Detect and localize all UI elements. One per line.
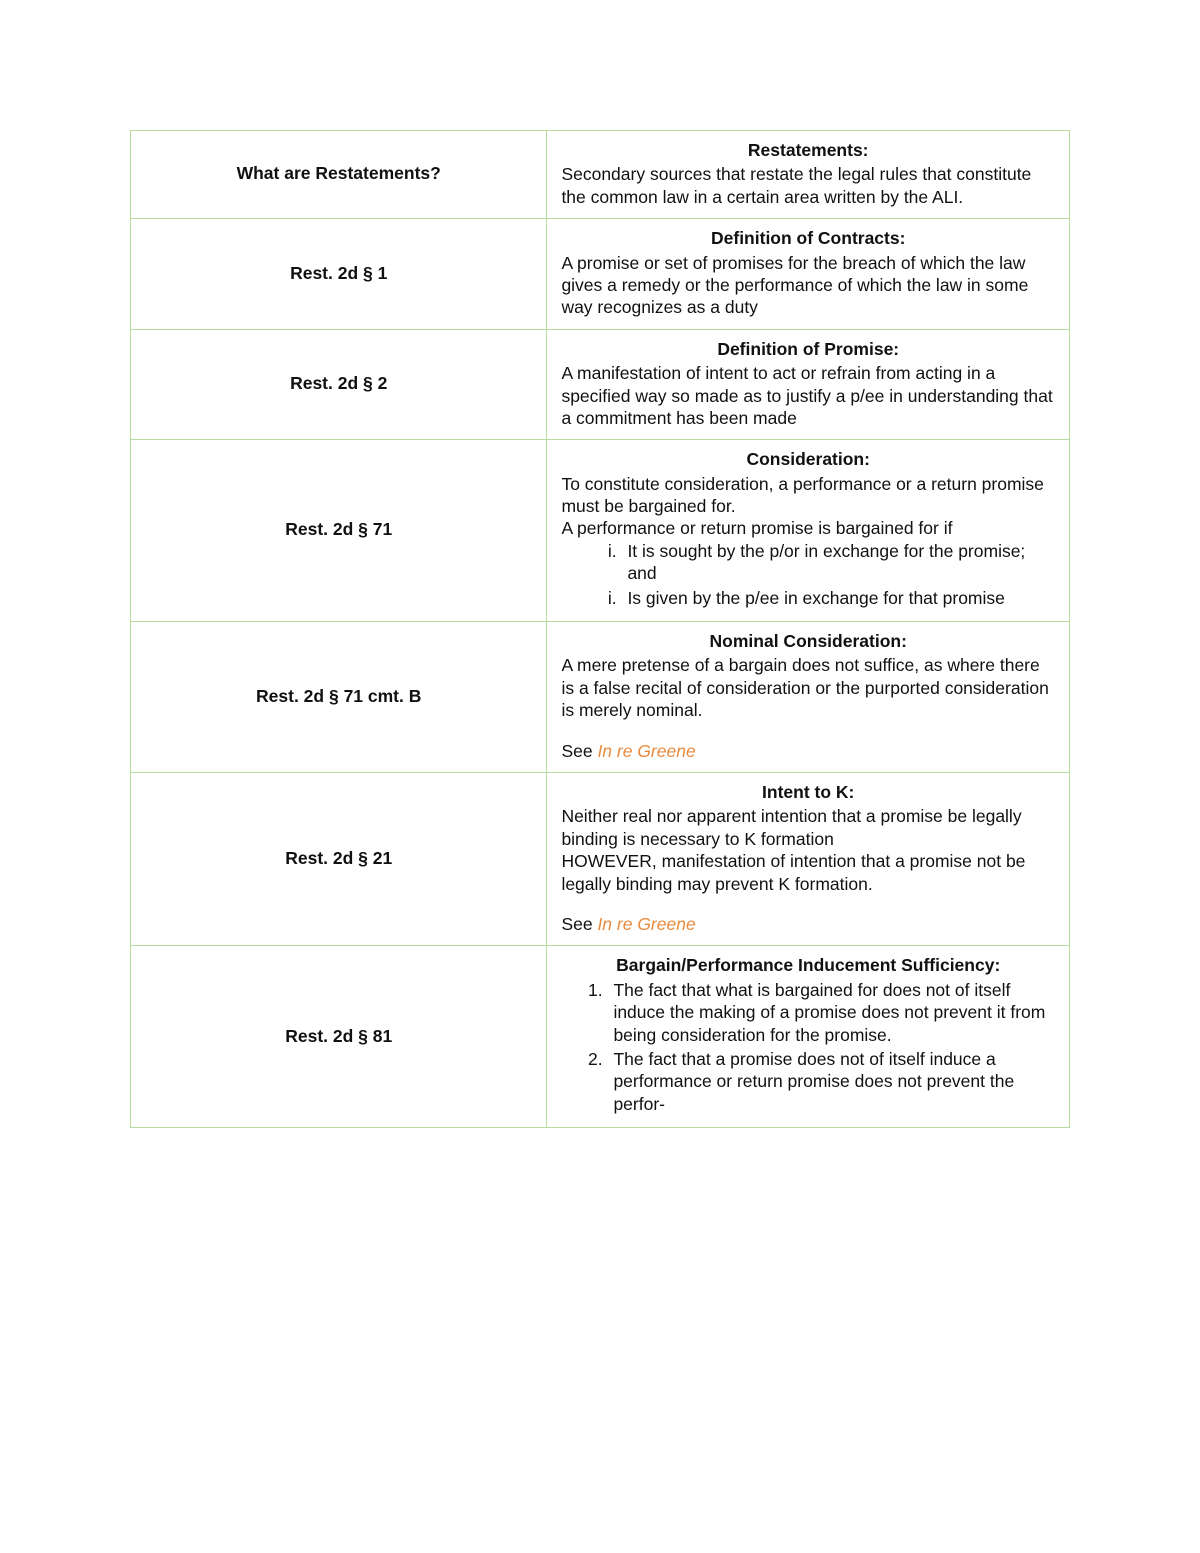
case-link[interactable]: In re Greene [597, 914, 695, 934]
see-reference: See In re Greene [561, 740, 1055, 762]
term-cell: Rest. 2d § 21 [131, 772, 547, 945]
term-cell: Rest. 2d § 81 [131, 946, 547, 1128]
definition-body: A mere pretense of a bargain does not su… [561, 654, 1055, 721]
list-item: Is given by the p/ee in exchange for tha… [621, 587, 1055, 609]
definition-title: Definition of Promise: [561, 338, 1055, 360]
see-prefix: See [561, 741, 597, 761]
definition-cell: Intent to K: Neither real nor apparent i… [547, 772, 1070, 945]
case-link[interactable]: In re Greene [597, 741, 695, 761]
definition-title: Intent to K: [561, 781, 1055, 803]
definition-title: Nominal Consideration: [561, 630, 1055, 652]
table-row: What are Restatements? Restatements: Sec… [131, 131, 1070, 219]
term-cell: Rest. 2d § 71 [131, 440, 547, 622]
term-text: Rest. 2d § 81 [285, 1026, 392, 1046]
definition-cell: Definition of Contracts: A promise or se… [547, 219, 1070, 330]
definition-body-2: A performance or return promise is barga… [561, 517, 1055, 539]
term-text: Rest. 2d § 2 [290, 373, 387, 393]
list-item: The fact that what is bargained for does… [607, 979, 1055, 1046]
term-cell: Rest. 2d § 1 [131, 219, 547, 330]
definition-cell: Bargain/Performance Inducement Suffi­cie… [547, 946, 1070, 1128]
definition-title: Restatements: [561, 139, 1055, 161]
definition-cell: Consideration: To constitute considerati… [547, 440, 1070, 622]
definition-title: Definition of Contracts: [561, 227, 1055, 249]
table-row: Rest. 2d § 71 Consideration: To constitu… [131, 440, 1070, 622]
definition-body: To constitute consideration, a performan… [561, 473, 1055, 518]
definition-body: Neither real nor apparent intention that… [561, 805, 1055, 850]
table-row: Rest. 2d § 71 cmt. B Nominal Considerati… [131, 622, 1070, 773]
term-text: Rest. 2d § 21 [285, 848, 392, 868]
definition-title: Bargain/Performance Inducement Suffi­cie… [561, 954, 1055, 976]
definition-title: Consideration: [561, 448, 1055, 470]
table-row: Rest. 2d § 21 Intent to K: Neither real … [131, 772, 1070, 945]
term-text: Rest. 2d § 71 cmt. B [256, 686, 421, 706]
table-row: Rest. 2d § 1 Definition of Contracts: A … [131, 219, 1070, 330]
definition-cell: Restatements: Secondary sources that res… [547, 131, 1070, 219]
numbered-list: The fact that what is bargained for does… [589, 979, 1055, 1115]
document-page: What are Restatements? Restatements: Sec… [0, 0, 1200, 1553]
term-text: What are Restatements? [237, 163, 441, 183]
restatements-table: What are Restatements? Restatements: Sec… [130, 130, 1070, 1128]
see-prefix: See [561, 914, 597, 934]
definition-body: A promise or set of promises for the bre… [561, 252, 1055, 319]
definition-body-2: HOWEVER, manifestation of intention that… [561, 850, 1055, 895]
list-item: It is sought by the p/or in exchange for… [621, 540, 1055, 585]
term-text: Rest. 2d § 71 [285, 519, 392, 539]
roman-list: It is sought by the p/or in exchange for… [597, 540, 1055, 609]
list-item: The fact that a promise does not of it­s… [607, 1048, 1055, 1115]
definition-body: A manifestation of intent to act or refr… [561, 362, 1055, 429]
see-reference: See In re Greene [561, 913, 1055, 935]
term-text: Rest. 2d § 1 [290, 263, 387, 283]
table-row: Rest. 2d § 81 Bargain/Performance Induce… [131, 946, 1070, 1128]
definition-cell: Definition of Promise: A manifestation o… [547, 329, 1070, 440]
term-cell: Rest. 2d § 2 [131, 329, 547, 440]
definition-cell: Nominal Consideration: A mere pretense o… [547, 622, 1070, 773]
table-row: Rest. 2d § 2 Definition of Promise: A ma… [131, 329, 1070, 440]
term-cell: What are Restatements? [131, 131, 547, 219]
definition-body: Secondary sources that restate the legal… [561, 163, 1055, 208]
term-cell: Rest. 2d § 71 cmt. B [131, 622, 547, 773]
